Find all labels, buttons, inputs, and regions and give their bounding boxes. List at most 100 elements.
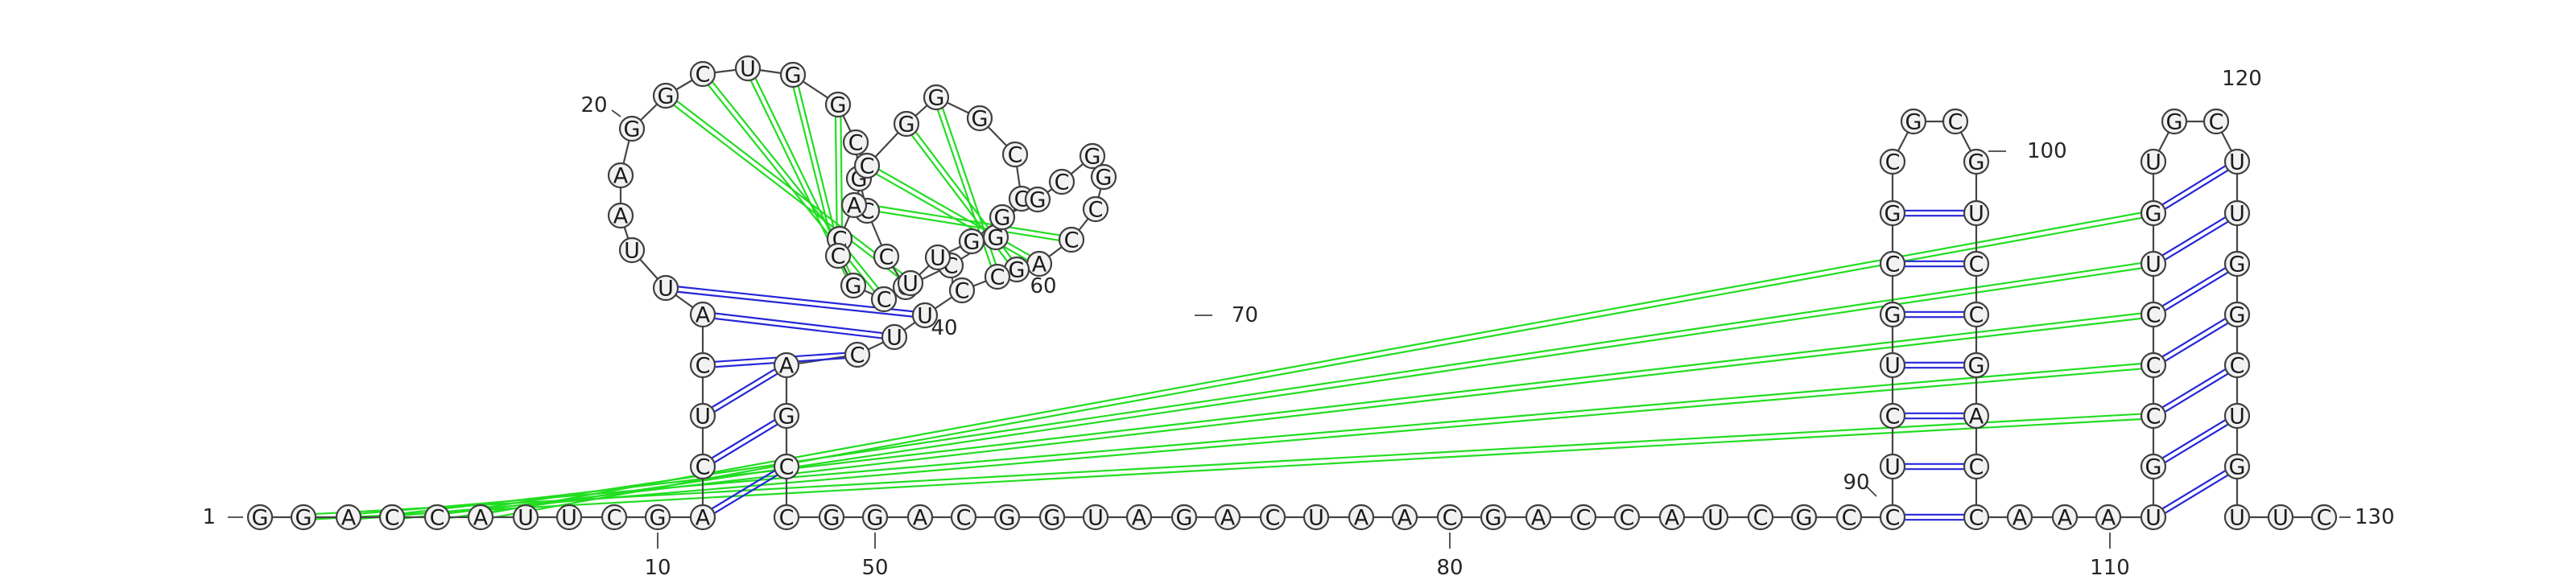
nucleotide-letter: C xyxy=(1885,506,1901,531)
nucleotide-letter: C xyxy=(1885,405,1901,430)
nucleotide-letter: A xyxy=(613,204,629,229)
nucleotide-letter: A xyxy=(696,303,711,328)
nucleotide-letter: C xyxy=(2230,354,2245,379)
nucleotide-letter: U xyxy=(2229,150,2245,175)
nucleotide: C xyxy=(689,352,716,379)
nucleotide: U xyxy=(2140,148,2167,175)
nucleotide-letter: C xyxy=(1885,253,1901,278)
nucleotide-letter: U xyxy=(695,405,711,430)
nucleotide: C xyxy=(1048,168,1075,195)
nucleotide-circle xyxy=(1879,453,1906,480)
nucleotide: C xyxy=(1436,504,1463,531)
nucleotide-circle xyxy=(2140,301,2167,328)
nucleotide-letter: C xyxy=(1443,506,1458,531)
nucleotide-circle xyxy=(861,504,889,531)
pseudoknot-interaction xyxy=(865,167,1038,267)
nucleotide-circle xyxy=(1963,199,1990,227)
nucleotide-letter: G xyxy=(928,86,945,111)
nucleotide-letter: G xyxy=(1044,506,1061,531)
nucleotide-circle xyxy=(1942,108,1969,135)
nucleotide-circle xyxy=(2140,250,2167,278)
base-pair-bond xyxy=(2161,318,2227,358)
nucleotide: C xyxy=(1058,226,1085,253)
nucleotide-letter: U xyxy=(624,239,640,264)
nucleotide-letter: U xyxy=(1707,506,1724,531)
base-pair-bond xyxy=(2164,271,2229,311)
nucleotide-circle xyxy=(1790,504,1818,531)
nucleotide-circle xyxy=(2140,148,2167,175)
nucleotide-letter: C xyxy=(1064,228,1080,253)
pseudoknot-interaction xyxy=(932,97,997,278)
nucleotide: C xyxy=(773,504,800,531)
nucleotide-circle xyxy=(923,84,950,111)
nucleotide-letter: C xyxy=(877,288,892,313)
nucleotide: U xyxy=(2267,504,2294,531)
nucleotide-letter: U xyxy=(1088,506,1104,531)
base-pair-bond xyxy=(2161,165,2227,206)
nucleotide-circle xyxy=(773,352,800,379)
nucleotide: C xyxy=(1879,148,1906,175)
nucleotide-circle xyxy=(1879,199,1906,227)
nucleotide-circle xyxy=(652,274,679,302)
nucleotide: C xyxy=(1879,504,1906,531)
nucleotide: G xyxy=(1024,186,1051,213)
nucleotide: A xyxy=(1525,504,1552,531)
nucleotide-letter: G xyxy=(785,64,802,88)
nucleotide-letter: C xyxy=(2317,506,2332,531)
nucleotide-letter: A xyxy=(613,164,629,189)
nucleotide-letter: C xyxy=(831,245,846,269)
nucleotide: U xyxy=(2223,402,2251,430)
nucleotide: U xyxy=(897,269,924,297)
nucleotide-letter: C xyxy=(2146,354,2161,379)
nucleotide-letter: G xyxy=(1796,506,1813,531)
nucleotide-circle xyxy=(840,191,868,219)
position-label-40: 40 xyxy=(931,316,957,340)
nucleotide: A xyxy=(2095,504,2122,531)
nucleotide-letter: G xyxy=(295,506,312,531)
pseudoknot-interaction xyxy=(789,75,836,257)
nucleotide-circle xyxy=(290,504,317,531)
nucleotide-circle xyxy=(906,504,934,531)
nucleotide-circle xyxy=(2140,453,2167,480)
backbone-lines xyxy=(260,67,2324,519)
nucleotide: A xyxy=(689,504,716,531)
nucleotide: A xyxy=(607,202,634,229)
nucleotide: A xyxy=(1348,504,1375,531)
nucleotide: C xyxy=(2140,301,2167,328)
nucleotide-circle xyxy=(1900,108,1927,135)
pseudoknot-interaction xyxy=(392,316,2154,521)
nucleotide: A xyxy=(1026,250,1053,278)
nucleotide-circle xyxy=(607,162,634,189)
nucleotide: C xyxy=(1963,250,1990,278)
nucleotide: U xyxy=(652,274,679,302)
nucleotide-letter: C xyxy=(1088,198,1104,223)
nucleotide: G xyxy=(2223,301,2251,328)
position-label-90: 90 xyxy=(1843,471,1869,495)
nucleotide-letter: C xyxy=(1969,506,1984,531)
nucleotide: C xyxy=(2140,352,2167,379)
nucleotide-circle xyxy=(2223,148,2251,175)
position-label-80: 80 xyxy=(1436,556,1463,580)
nucleotide: U xyxy=(2223,504,2251,531)
nucleotide: U xyxy=(1879,453,1906,480)
nucleotide-letter: C xyxy=(696,63,711,88)
nucleotide: G xyxy=(1038,504,1066,531)
nucleotide-circle xyxy=(2202,108,2230,135)
position-tick xyxy=(1865,485,1877,497)
nucleotide-circle xyxy=(689,60,716,88)
nucleotide-circle xyxy=(966,105,993,132)
nucleotide-circle xyxy=(779,61,807,88)
nucleotide: G xyxy=(779,61,807,88)
pseudoknot-interaction xyxy=(853,207,1071,244)
nucleotide-circle xyxy=(1963,402,1990,430)
nucleotide-circle xyxy=(1525,504,1552,531)
nucleotide-circle xyxy=(818,504,845,531)
nucleotide-letter: A xyxy=(341,506,357,531)
nucleotide-circle xyxy=(512,504,539,531)
nucleotide-letter: G xyxy=(2229,455,2246,480)
nucleotide-circle xyxy=(853,152,881,179)
nucleotide: G xyxy=(824,91,852,118)
nucleotide-letter: G xyxy=(1096,166,1113,191)
nucleotide: U xyxy=(2140,250,2167,278)
nucleotide-circle xyxy=(2223,301,2251,328)
